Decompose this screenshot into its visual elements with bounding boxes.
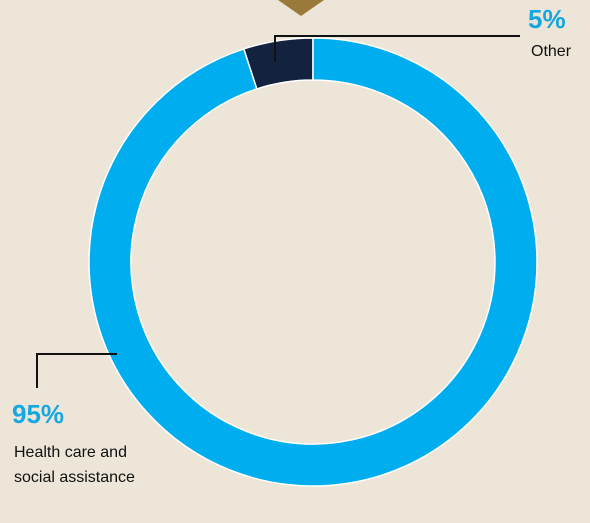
slices-layer: [88, 37, 538, 487]
donut-slice-health-care: [88, 37, 538, 487]
slice-label-value-other: 5%: [528, 4, 566, 34]
slice-label-category-health-care: Health care and social assistance: [14, 444, 135, 486]
leaders-layer: [36, 35, 520, 388]
leader-line-health-care: [36, 353, 117, 388]
pointer-marker: [278, 0, 324, 16]
slice-label-category-other: Other: [531, 43, 572, 60]
slice-label-value-health-care: 95%: [12, 399, 65, 429]
leader-line-other: [274, 35, 520, 62]
